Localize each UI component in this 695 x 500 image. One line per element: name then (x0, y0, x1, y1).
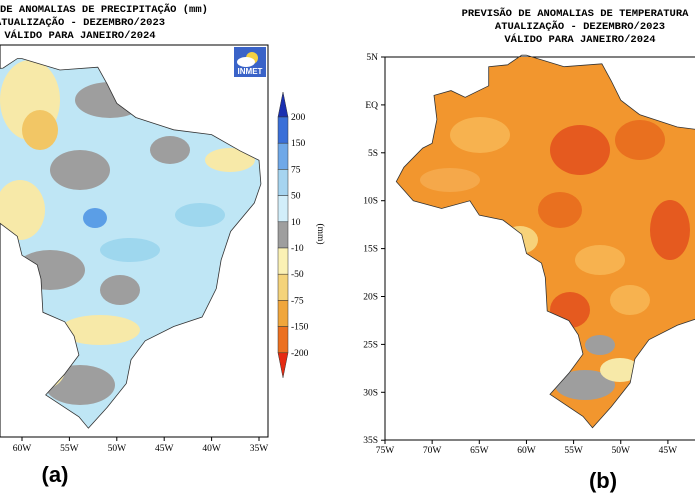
x-tick-label: 65W (470, 446, 489, 456)
x-tick-label: 55W (564, 446, 583, 456)
anomaly-patch (75, 82, 145, 118)
x-tick-label: 50W (108, 444, 127, 454)
colorbar-tick-label: -75 (291, 296, 304, 306)
y-tick-label: 20S (363, 293, 378, 303)
anomaly-patch (50, 150, 110, 190)
colorbar-cap (277, 91, 289, 118)
x-tick-label: 55W (60, 444, 79, 454)
y-tick-label: 15S (363, 245, 378, 255)
y-tick-label: 10S (363, 197, 378, 207)
x-tick-label: 35W (250, 444, 269, 454)
anomaly-patch (615, 120, 665, 160)
x-tick-label: 75W (376, 446, 395, 456)
map-fill (396, 57, 695, 428)
title-line: VÁLIDO PARA JANEIRO/2024 (4, 28, 155, 42)
title-line: VÁLIDO PARA JANEIRO/2024 (504, 32, 655, 46)
colorbar-cap (277, 352, 289, 378)
colorbar-tick-label: 200 (291, 113, 306, 123)
colorbar-segment (277, 247, 289, 275)
precip-map (0, 58, 261, 429)
colorbar-segment (277, 116, 289, 144)
logo-text: INMET (238, 67, 263, 76)
anomaly-patch (100, 238, 160, 262)
anomaly-patch (83, 208, 107, 228)
x-tick-label: 45W (155, 444, 174, 454)
colorbar-tick-label: -50 (291, 270, 304, 280)
country-border (395, 54, 695, 429)
colorbar-segment (277, 326, 289, 354)
y-tick-label: 5S (368, 149, 378, 159)
anomaly-patch (100, 275, 140, 305)
anomaly-patch (15, 250, 85, 290)
colorbar-segment (277, 195, 289, 223)
anomaly-patch (150, 136, 190, 164)
colorbar-unit: (mm) (315, 223, 326, 244)
colorbar-segment (277, 142, 289, 170)
colorbar-segment (277, 221, 289, 249)
anomaly-patch (600, 358, 640, 382)
map-frame (0, 44, 269, 438)
anomaly-patch (0, 180, 45, 240)
title-line: DE ANOMALIAS DE PRECIPITAÇÃO (mm) (0, 2, 208, 16)
colorbar-segment (277, 300, 289, 327)
x-tick-label: 40W (202, 444, 221, 454)
logo: INMET (234, 47, 266, 77)
title-line: ATUALIZAÇÃO - DEZEMBRO/2023 (0, 15, 165, 29)
x-tick-label: 50W (612, 446, 631, 456)
anomaly-patch (585, 335, 615, 355)
colorbar-tick-label: 50 (291, 192, 301, 202)
anomaly-patch (555, 370, 615, 400)
colorbar-tick-label: -200 (291, 349, 309, 359)
y-tick-label: 5N (366, 53, 378, 63)
colorbar-segment (277, 273, 289, 301)
colorbar-segment (277, 169, 289, 196)
anomaly-patch (175, 203, 225, 227)
colorbar-tick-label: -150 (291, 323, 309, 333)
anomaly-patch (650, 200, 690, 260)
panel-label: (a) (42, 462, 69, 487)
colorbar-tick-label: 150 (291, 139, 306, 149)
y-tick-label: EQ (365, 101, 378, 111)
anomaly-patch (538, 192, 582, 228)
x-tick-label: 60W (517, 446, 536, 456)
anomaly-patch (15, 350, 65, 390)
anomaly-patch (205, 148, 255, 172)
title-line: PREVISÃO DE ANOMALIAS DE TEMPERATURA (462, 6, 690, 20)
colorbar-tick-label: 75 (291, 165, 301, 175)
x-tick-label: 60W (13, 444, 32, 454)
x-tick-label: 45W (659, 446, 678, 456)
panel-label: (b) (589, 468, 617, 493)
anomaly-patch (502, 226, 538, 254)
y-tick-label: 30S (363, 388, 378, 398)
anomaly-patch (22, 110, 58, 150)
x-tick-label: 70W (423, 446, 442, 456)
anomaly-patch (420, 168, 480, 192)
colorbar-tick-label: 10 (291, 218, 301, 228)
anomaly-patch (550, 125, 610, 175)
country-border (0, 58, 262, 429)
title-line: ATUALIZAÇÃO - DEZEMBRO/2023 (495, 19, 665, 33)
colorbar-tick-label: -10 (291, 244, 304, 254)
y-tick-label: 25S (363, 340, 378, 350)
anomaly-patch (575, 245, 625, 275)
anomaly-patch (610, 285, 650, 315)
anomaly-patch (450, 117, 510, 153)
y-tick-label: 35S (363, 436, 378, 446)
anomaly-patch (60, 315, 140, 345)
temperature-map (396, 57, 695, 428)
